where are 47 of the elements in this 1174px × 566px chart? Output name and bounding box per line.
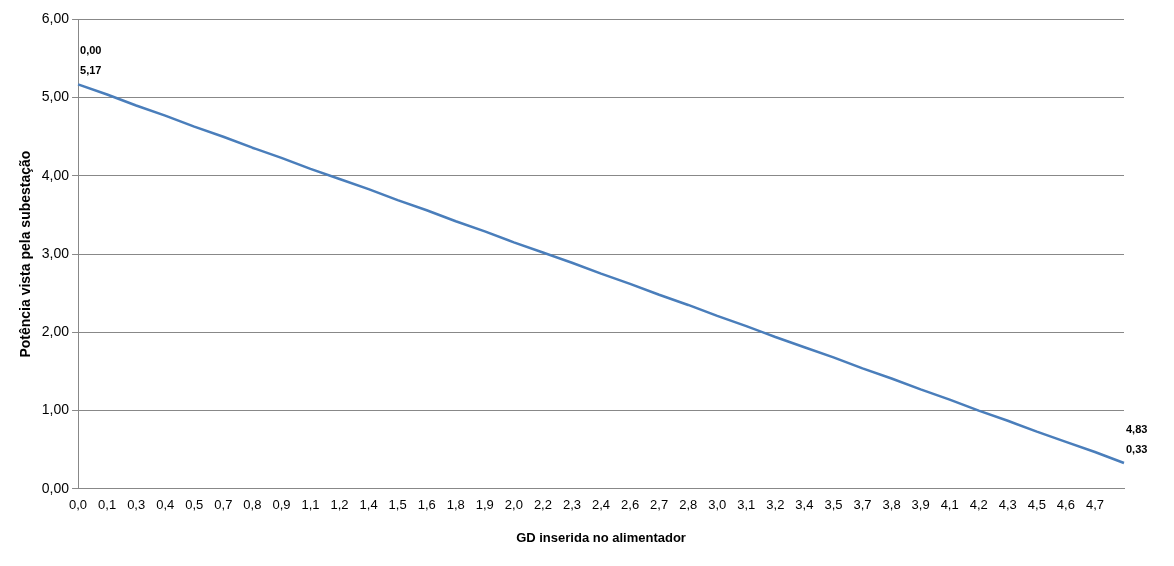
x-tick-label: 4,7 bbox=[1085, 497, 1104, 513]
y-axis-title: Potência vista pela subestação bbox=[17, 150, 34, 358]
x-tick-label: 1,9 bbox=[475, 497, 494, 513]
x-tick-label: 0,3 bbox=[127, 497, 146, 513]
x-tick-label: 0,1 bbox=[98, 497, 117, 513]
x-tick-label: 4,2 bbox=[969, 497, 988, 513]
x-tick-label: 0,0 bbox=[69, 497, 88, 513]
x-tick-label: 2,8 bbox=[679, 497, 698, 513]
x-tick-label: 4,3 bbox=[998, 497, 1017, 513]
x-tick-label: 1,1 bbox=[301, 497, 320, 513]
y-tick-label: 0,00 bbox=[41, 479, 70, 496]
x-tick-label: 1,5 bbox=[388, 497, 407, 513]
x-tick-label: 1,2 bbox=[330, 497, 349, 513]
x-tick-label: 2,2 bbox=[533, 497, 552, 513]
x-tick-label: 1,4 bbox=[359, 497, 378, 513]
y-tick-label: 5,00 bbox=[41, 88, 70, 105]
x-tick-label: 4,5 bbox=[1027, 497, 1046, 513]
x-tick-label: 3,9 bbox=[911, 497, 930, 513]
x-tick-label: 2,3 bbox=[562, 497, 582, 513]
x-tick-label: 0,8 bbox=[243, 497, 262, 513]
x-axis-title: GD inserida no alimentador bbox=[516, 529, 686, 545]
data-label: 4,83 0,33 bbox=[1126, 422, 1148, 455]
x-tick-label: 1,8 bbox=[446, 497, 465, 513]
x-tick-label: 0,9 bbox=[272, 497, 291, 513]
y-tick-label: 3,00 bbox=[41, 244, 70, 261]
data-label: 0,00 5,17 bbox=[80, 44, 102, 77]
x-tick-label: 3,5 bbox=[824, 497, 843, 513]
x-tick-label: 2,0 bbox=[504, 497, 523, 513]
x-tick-label: 4,1 bbox=[940, 497, 959, 513]
x-tick-label: 3,1 bbox=[737, 497, 756, 513]
x-tick-label: 4,6 bbox=[1056, 497, 1075, 513]
y-tick-label: 2,00 bbox=[41, 323, 70, 340]
x-tick-label: 0,7 bbox=[214, 497, 233, 513]
y-tick-label: 6,00 bbox=[41, 10, 70, 27]
x-tick-label: 3,2 bbox=[766, 497, 785, 513]
x-tick-label: 3,4 bbox=[795, 497, 814, 513]
x-tick-label: 0,5 bbox=[185, 497, 204, 513]
y-tick-label: 1,00 bbox=[41, 401, 70, 418]
x-tick-label: 3,7 bbox=[853, 497, 872, 513]
x-tick-label: 2,6 bbox=[621, 497, 640, 513]
x-tick-label: 3,8 bbox=[882, 497, 901, 513]
x-tick-label: 0,4 bbox=[156, 497, 175, 513]
y-tick-label: 4,00 bbox=[41, 166, 70, 183]
x-tick-label: 2,4 bbox=[591, 497, 611, 513]
x-tick-label: 2,7 bbox=[650, 497, 669, 513]
x-tick-label: 3,0 bbox=[708, 497, 727, 513]
x-tick-label: 1,6 bbox=[417, 497, 436, 513]
